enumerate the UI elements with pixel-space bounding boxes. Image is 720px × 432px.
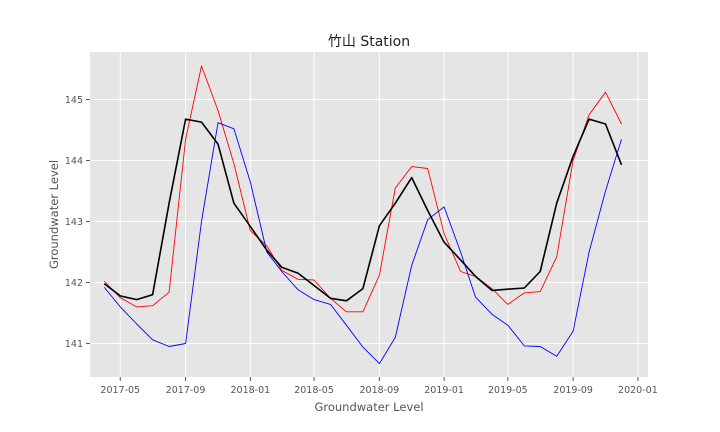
y-tick-label: 143 bbox=[65, 217, 83, 228]
plot-background bbox=[90, 52, 648, 377]
y-tick-label: 141 bbox=[65, 339, 83, 350]
y-axis-label: Groundwater Level bbox=[47, 160, 61, 269]
y-ticks: 141 142 143 144 145 bbox=[65, 95, 90, 350]
y-tick-label: 142 bbox=[65, 278, 83, 289]
series-lines bbox=[103, 65, 623, 365]
chart-title: 竹山 Station bbox=[328, 34, 410, 50]
grid-lines bbox=[90, 52, 648, 377]
y-tick-label: 145 bbox=[65, 95, 83, 106]
x-tick-label: 2017-09 bbox=[166, 385, 206, 396]
series-line-2 bbox=[103, 122, 622, 365]
x-tick-label: 2018-05 bbox=[294, 385, 334, 396]
x-axis-label: Groundwater Level bbox=[314, 400, 423, 414]
x-tick-label: 2020-01 bbox=[618, 385, 658, 396]
x-tick-label: 2018-09 bbox=[360, 385, 400, 396]
x-tick-label: 2017-05 bbox=[100, 385, 140, 396]
x-tick-label: 2019-05 bbox=[488, 385, 528, 396]
x-tick-label: 2019-09 bbox=[553, 385, 593, 396]
series-line-3 bbox=[103, 118, 623, 302]
x-tick-label: 2019-01 bbox=[424, 385, 464, 396]
x-ticks: 2017-05 2017-09 2018-01 2018-05 2018-09 2019-… bbox=[100, 377, 658, 396]
x-tick-label: 2018-01 bbox=[230, 385, 270, 396]
y-tick-label: 144 bbox=[65, 156, 83, 167]
series-line-1 bbox=[103, 65, 622, 313]
